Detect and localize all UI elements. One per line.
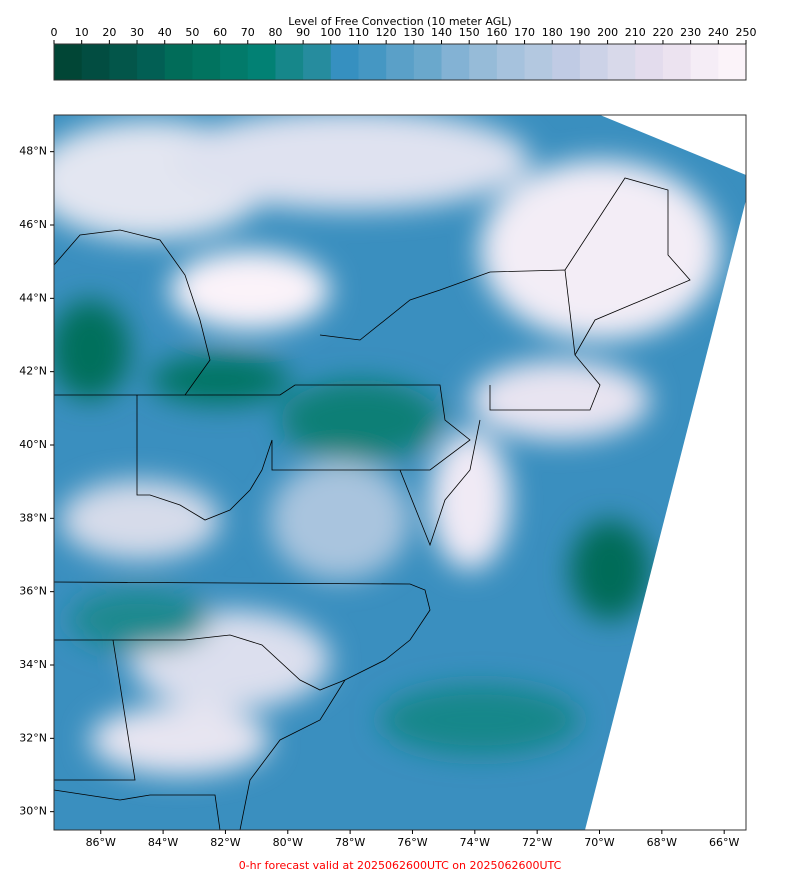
x-tick-label: 80°W	[273, 836, 303, 849]
colorbar-tick-label: 180	[542, 26, 563, 39]
colorbar: 0 10 20 30 40 50 60 70 80 90 100 110 120 130 140 150 160…	[51, 26, 757, 81]
colorbar-tick-label: 70	[241, 26, 255, 39]
y-tick-label: 46°N	[19, 218, 47, 231]
x-tick-label: 86°W	[86, 836, 116, 849]
map-field	[54, 115, 746, 830]
colorbar-segment	[192, 44, 221, 80]
colorbar-segment	[579, 44, 609, 80]
map-frame	[53, 114, 747, 831]
colorbar-tick-label: 220	[652, 26, 673, 39]
colorbar-segment	[413, 44, 443, 80]
colorbar-segment	[662, 44, 692, 80]
forecast-footer: 0-hr forecast valid at 2025062600UTC on …	[239, 859, 562, 872]
colorbar-tick-label: 170	[514, 26, 535, 39]
colorbar-tick-label: 230	[680, 26, 701, 39]
colorbar-segment	[81, 44, 110, 80]
colorbar-tick-label: 20	[102, 26, 116, 39]
x-tick-label: 70°W	[584, 836, 614, 849]
x-tick-label: 78°W	[335, 836, 365, 849]
colorbar-tick-label: 130	[403, 26, 424, 39]
colorbar-segment	[496, 44, 526, 80]
y-tick-label: 42°N	[19, 365, 47, 378]
colorbar-segment	[247, 44, 276, 80]
colorbar-segment	[690, 44, 719, 80]
colorbar-segment	[718, 44, 747, 80]
y-tick-label: 32°N	[19, 731, 47, 744]
colorbar-segment	[303, 44, 332, 80]
x-tick-label: 84°W	[148, 836, 178, 849]
y-tick-label: 34°N	[19, 658, 47, 671]
colorbar-tick-label: 250	[736, 26, 757, 39]
colorbar-segment	[524, 44, 553, 80]
colorbar-tick-label: 90	[296, 26, 310, 39]
colorbar-segment	[54, 44, 83, 80]
colorbar-tick-label: 50	[185, 26, 199, 39]
x-tick-label: 68°W	[647, 836, 677, 849]
colorbar-title: Level of Free Convection (10 meter AGL)	[288, 15, 511, 28]
colorbar-tick-label: 160	[486, 26, 507, 39]
colorbar-segment	[607, 44, 636, 80]
colorbar-segment	[330, 44, 359, 80]
colorbar-segment	[275, 44, 304, 80]
colorbar-tick-label: 210	[625, 26, 646, 39]
colorbar-segment	[386, 44, 415, 80]
colorbar-segment	[137, 44, 166, 80]
y-tick-label: 30°N	[19, 805, 47, 818]
x-tick-label: 74°W	[460, 836, 490, 849]
x-tick-label: 72°W	[522, 836, 552, 849]
colorbar-tick-label: 0	[51, 26, 58, 39]
colorbar-tick-label: 10	[75, 26, 89, 39]
colorbar-tick-label: 80	[268, 26, 282, 39]
colorbar-segment	[358, 44, 387, 80]
x-tick-label: 82°W	[210, 836, 240, 849]
colorbar-segment	[441, 44, 470, 80]
colorbar-segment	[635, 44, 664, 80]
x-tick-label: 76°W	[397, 836, 427, 849]
colorbar-tick-label: 240	[708, 26, 729, 39]
colorbar-tick-label: 120	[376, 26, 397, 39]
colorbar-segment	[109, 44, 138, 80]
colorbar-segment	[164, 44, 193, 80]
y-tick-label: 40°N	[19, 438, 47, 451]
x-tick-label: 66°W	[709, 836, 739, 849]
colorbar-frame	[53, 43, 747, 81]
colorbar-tick-label: 200	[597, 26, 618, 39]
colorbar-tick-label: 190	[569, 26, 590, 39]
colorbar-tick-label: 110	[348, 26, 369, 39]
colorbar-segment	[552, 44, 581, 80]
colorbar-tick-label: 100	[320, 26, 341, 39]
colorbar-tick-label: 40	[158, 26, 172, 39]
y-tick-label: 44°N	[19, 291, 47, 304]
colorbar-segment	[469, 44, 498, 80]
colorbar-tick-label: 150	[459, 26, 480, 39]
colorbar-tick-label: 60	[213, 26, 227, 39]
y-tick-label: 36°N	[19, 585, 47, 598]
map-axes: 86°W 84°W 82°W 80°W 78°W 76°W 74°W 72°W 70°W 68°W…	[19, 145, 739, 849]
y-tick-label: 38°N	[19, 511, 47, 524]
colorbar-segment	[220, 44, 249, 80]
colorbar-tick-label: 30	[130, 26, 144, 39]
colorbar-tick-label: 140	[431, 26, 452, 39]
y-tick-label: 48°N	[19, 145, 47, 158]
